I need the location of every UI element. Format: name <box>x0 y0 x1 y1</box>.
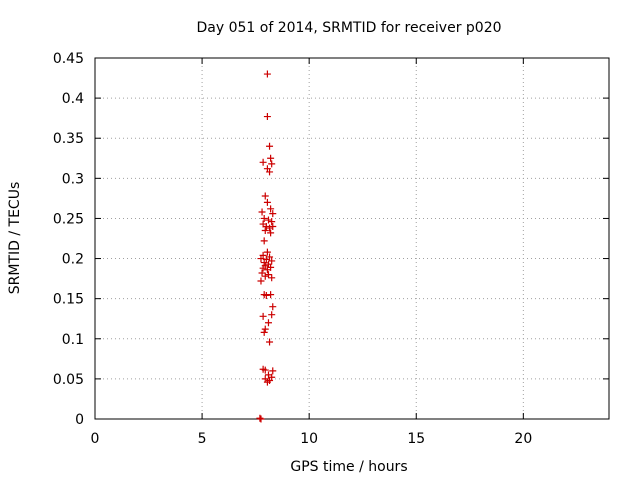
data-point <box>268 274 276 282</box>
data-point <box>268 160 276 168</box>
data-points <box>256 70 277 423</box>
data-point <box>263 113 271 121</box>
data-point <box>269 367 277 375</box>
data-point <box>260 259 268 267</box>
data-point <box>266 224 274 232</box>
data-point <box>261 192 269 200</box>
data-point <box>267 229 275 237</box>
y-tick-label: 0.3 <box>62 171 84 187</box>
data-point <box>267 291 275 299</box>
data-point <box>268 257 276 265</box>
data-point <box>261 366 269 374</box>
data-point <box>262 222 270 230</box>
y-tick-label: 0.25 <box>53 211 84 227</box>
data-point <box>266 142 274 150</box>
y-tick-label: 0.1 <box>62 332 84 348</box>
data-point <box>266 338 274 346</box>
x-tick-label: 15 <box>407 431 425 447</box>
data-point <box>259 158 267 166</box>
data-point <box>258 208 266 216</box>
y-tick-label: 0.05 <box>53 372 84 388</box>
y-tick-label: 0 <box>75 412 84 428</box>
y-tick-label: 0.15 <box>53 292 84 308</box>
data-point <box>264 216 272 224</box>
data-point <box>269 303 277 311</box>
data-point <box>263 70 271 78</box>
y-tick-label: 0.35 <box>53 131 84 147</box>
data-point <box>259 312 267 320</box>
data-point <box>264 271 272 279</box>
data-point <box>262 291 270 299</box>
data-point <box>257 277 265 285</box>
chart-title: Day 051 of 2014, SRMTID for receiver p02… <box>196 20 501 36</box>
data-point <box>261 226 269 234</box>
grid-lines <box>95 58 609 419</box>
data-point <box>268 218 276 226</box>
data-point <box>260 237 268 245</box>
data-point <box>263 248 271 256</box>
data-point <box>269 210 277 218</box>
data-point <box>269 222 277 230</box>
data-point <box>266 168 274 176</box>
y-tick-label: 0.2 <box>62 252 84 268</box>
data-point <box>263 198 271 206</box>
data-point <box>260 214 268 222</box>
data-point <box>259 264 267 272</box>
y-axis-title: SRMTID / TECUs <box>7 182 23 295</box>
data-point <box>261 325 269 333</box>
data-point <box>258 269 266 277</box>
x-axis-title: GPS time / hours <box>290 459 407 475</box>
y-tick-label: 0.4 <box>62 91 84 107</box>
data-point <box>267 154 275 162</box>
data-point <box>263 378 271 386</box>
data-point <box>267 205 275 213</box>
y-tick-label: 0.45 <box>53 51 84 67</box>
axis-ticks <box>94 57 609 420</box>
data-point <box>268 311 276 319</box>
data-point <box>256 414 264 422</box>
x-tick-label: 10 <box>300 431 318 447</box>
data-point <box>261 272 269 280</box>
data-point <box>257 415 265 423</box>
x-tick-label: 0 <box>91 431 100 447</box>
x-tick-label: 5 <box>198 431 207 447</box>
data-point <box>264 319 272 327</box>
tick-labels: 0 0.05 0.1 0.15 0.2 0.25 0.3 0.35 0.4 0.45 0 5 10 15 2… <box>53 51 532 447</box>
x-tick-label: 20 <box>514 431 532 447</box>
data-point <box>263 266 271 274</box>
data-point <box>260 328 268 336</box>
data-point <box>257 255 265 263</box>
plot-frame <box>94 57 610 420</box>
